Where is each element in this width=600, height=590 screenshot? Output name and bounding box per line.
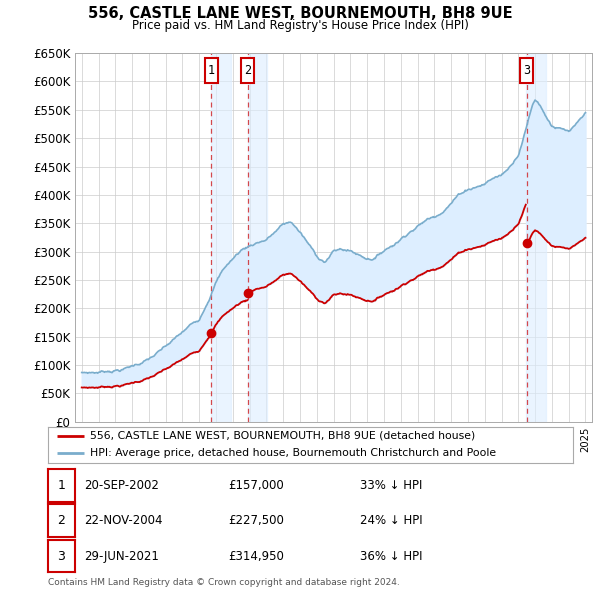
Text: 22-NOV-2004: 22-NOV-2004 (84, 514, 163, 527)
Text: £227,500: £227,500 (228, 514, 284, 527)
Bar (241, 58, 254, 83)
Text: 33% ↓ HPI: 33% ↓ HPI (360, 478, 422, 492)
Text: 36% ↓ HPI: 36% ↓ HPI (360, 549, 422, 563)
Text: HPI: Average price, detached house, Bournemouth Christchurch and Poole: HPI: Average price, detached house, Bour… (90, 448, 496, 458)
Text: Price paid vs. HM Land Registry's House Price Index (HPI): Price paid vs. HM Land Registry's House … (131, 19, 469, 32)
Text: 2: 2 (244, 64, 251, 77)
Bar (211, 53, 231, 422)
Text: 1: 1 (58, 478, 65, 492)
Text: 3: 3 (58, 549, 65, 563)
Bar (205, 58, 218, 83)
Text: 1: 1 (208, 64, 215, 77)
Text: 556, CASTLE LANE WEST, BOURNEMOUTH, BH8 9UE (detached house): 556, CASTLE LANE WEST, BOURNEMOUTH, BH8 … (90, 431, 475, 441)
Bar (520, 58, 533, 83)
Text: 556, CASTLE LANE WEST, BOURNEMOUTH, BH8 9UE: 556, CASTLE LANE WEST, BOURNEMOUTH, BH8 … (88, 6, 512, 21)
Text: Contains HM Land Registry data © Crown copyright and database right 2024.: Contains HM Land Registry data © Crown c… (48, 578, 400, 587)
Text: 24% ↓ HPI: 24% ↓ HPI (360, 514, 422, 527)
Text: 29-JUN-2021: 29-JUN-2021 (84, 549, 159, 563)
Text: 2: 2 (58, 514, 65, 527)
Text: 20-SEP-2002: 20-SEP-2002 (84, 478, 159, 492)
Text: 3: 3 (523, 64, 530, 77)
Text: £314,950: £314,950 (228, 549, 284, 563)
Bar (248, 53, 268, 422)
Text: £157,000: £157,000 (228, 478, 284, 492)
Bar (526, 53, 546, 422)
